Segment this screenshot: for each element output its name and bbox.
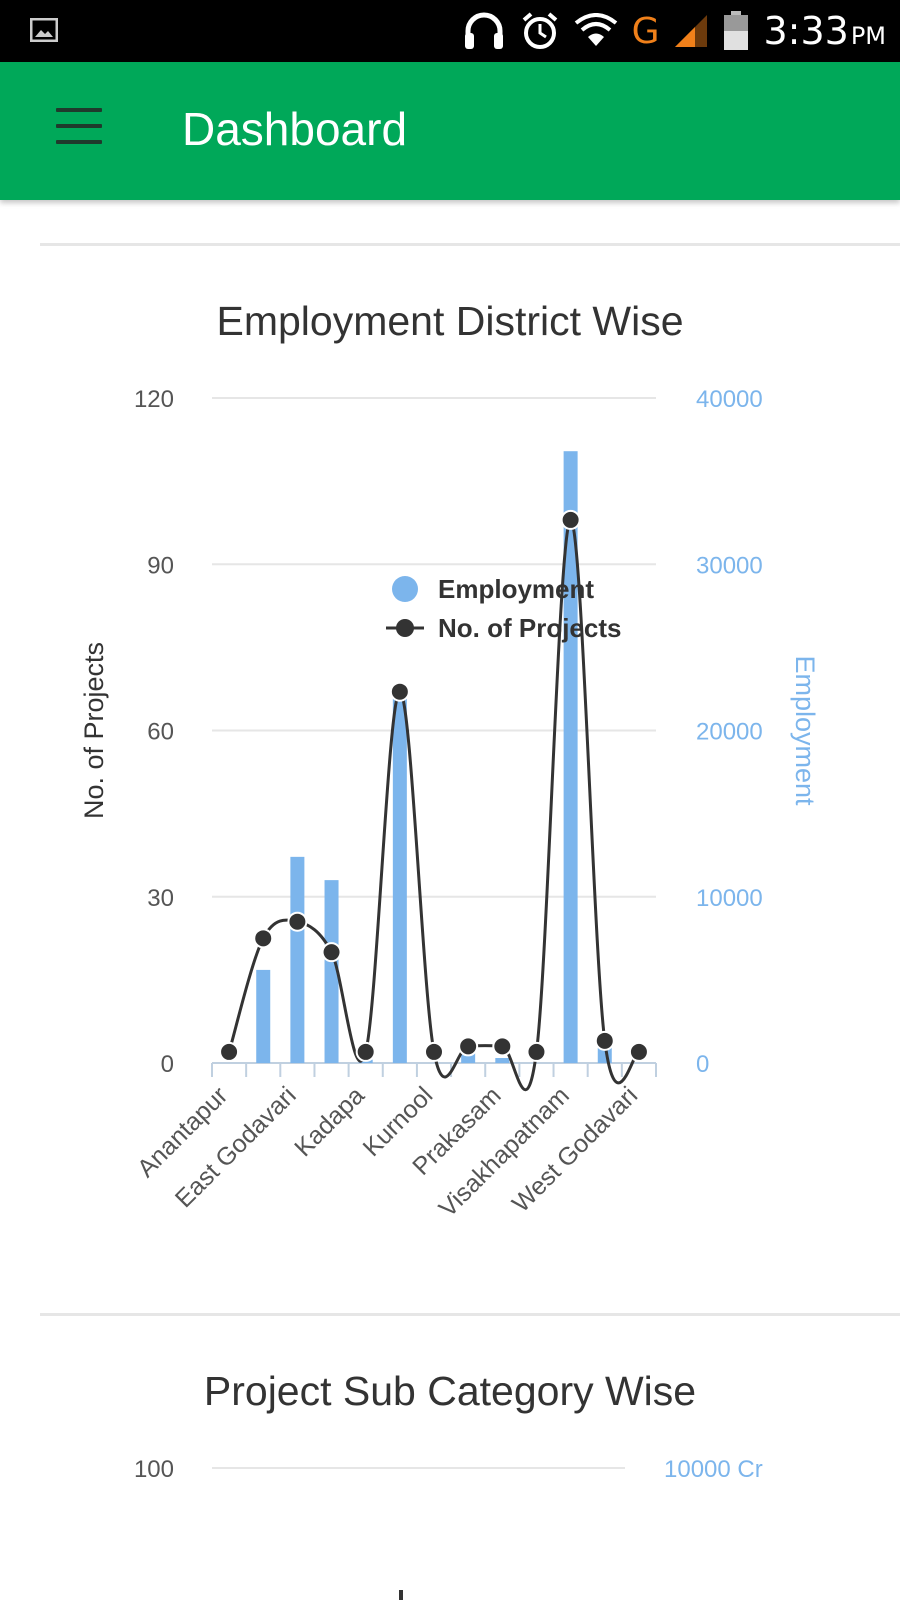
gallery-icon	[30, 18, 58, 42]
y-tick-label-right: 0	[696, 1051, 709, 1078]
bar-employment	[392, 697, 407, 1063]
point-projects	[492, 1036, 513, 1057]
bar-employment	[563, 451, 578, 1063]
bar-employment	[324, 880, 339, 1063]
status-bar: G 3:33PM	[0, 0, 900, 62]
legend-label-projects: No. of Projects	[438, 613, 621, 643]
point-projects	[594, 1030, 615, 1051]
y-tick-label-left: 60	[147, 719, 174, 746]
point-projects	[526, 1041, 547, 1062]
section-divider	[40, 243, 900, 246]
section-divider	[40, 1313, 900, 1316]
x-tick-label: East Godavari	[170, 1081, 302, 1213]
point-projects	[287, 911, 308, 932]
project-subcategory-chart: 100 10000 Cr	[134, 1456, 763, 1600]
bar-employment	[256, 969, 271, 1063]
employment-district-chart: 0 30 60 90 120 0 10000 20000 30000 40000 No. of Pr…	[79, 386, 820, 1223]
headset-icon	[464, 12, 503, 49]
alarm-icon	[522, 12, 557, 49]
x-tick-label: Kadapa	[289, 1081, 370, 1162]
point-projects	[253, 928, 274, 949]
y-tick-label-right: 10000	[696, 885, 763, 912]
point-projects	[628, 1041, 649, 1062]
page-title: Dashboard	[182, 103, 408, 155]
legend-symbol-employment	[392, 576, 418, 602]
point-projects	[560, 509, 581, 530]
legend-label-employment: Employment	[438, 574, 594, 604]
point-projects	[355, 1041, 376, 1062]
signal-icon	[675, 15, 708, 47]
bar-employment	[495, 1058, 510, 1063]
bar-employment	[290, 856, 305, 1063]
wifi-icon	[574, 13, 617, 46]
y-tick-label-right: 10000 Cr	[664, 1456, 763, 1483]
y-tick-label-right: 20000	[696, 719, 763, 746]
chart-title-subcategory: Project Sub Category Wise	[203, 1368, 697, 1414]
network-type-label: G	[631, 10, 660, 52]
legend-symbol-projects-marker	[396, 619, 414, 637]
y-tick-label-left: 120	[134, 386, 174, 413]
menu-icon[interactable]	[56, 108, 104, 148]
battery-icon	[724, 11, 749, 50]
chart-title-employment: Employment District Wise	[216, 298, 684, 344]
y-tick-label-right: 30000	[696, 552, 763, 579]
clock: 3:33PM	[763, 9, 886, 53]
app-bar: Dashboard	[0, 62, 900, 200]
point-projects	[321, 942, 342, 963]
y-tick-label-left: 0	[161, 1051, 174, 1078]
y-tick-label-left: 100	[134, 1456, 174, 1483]
point-projects	[219, 1041, 240, 1062]
point-projects	[389, 681, 410, 702]
point-projects	[458, 1036, 479, 1057]
point-projects	[424, 1041, 444, 1062]
y-tick-label-left: 90	[147, 552, 174, 579]
y-axis-title-left: No. of Projects	[79, 642, 109, 819]
x-tick-label: West Godavari	[507, 1081, 643, 1217]
y-tick-label-right: 40000	[696, 386, 763, 413]
y-axis-title-right: Employment	[790, 655, 820, 806]
y-tick-label-left: 30	[147, 885, 174, 912]
